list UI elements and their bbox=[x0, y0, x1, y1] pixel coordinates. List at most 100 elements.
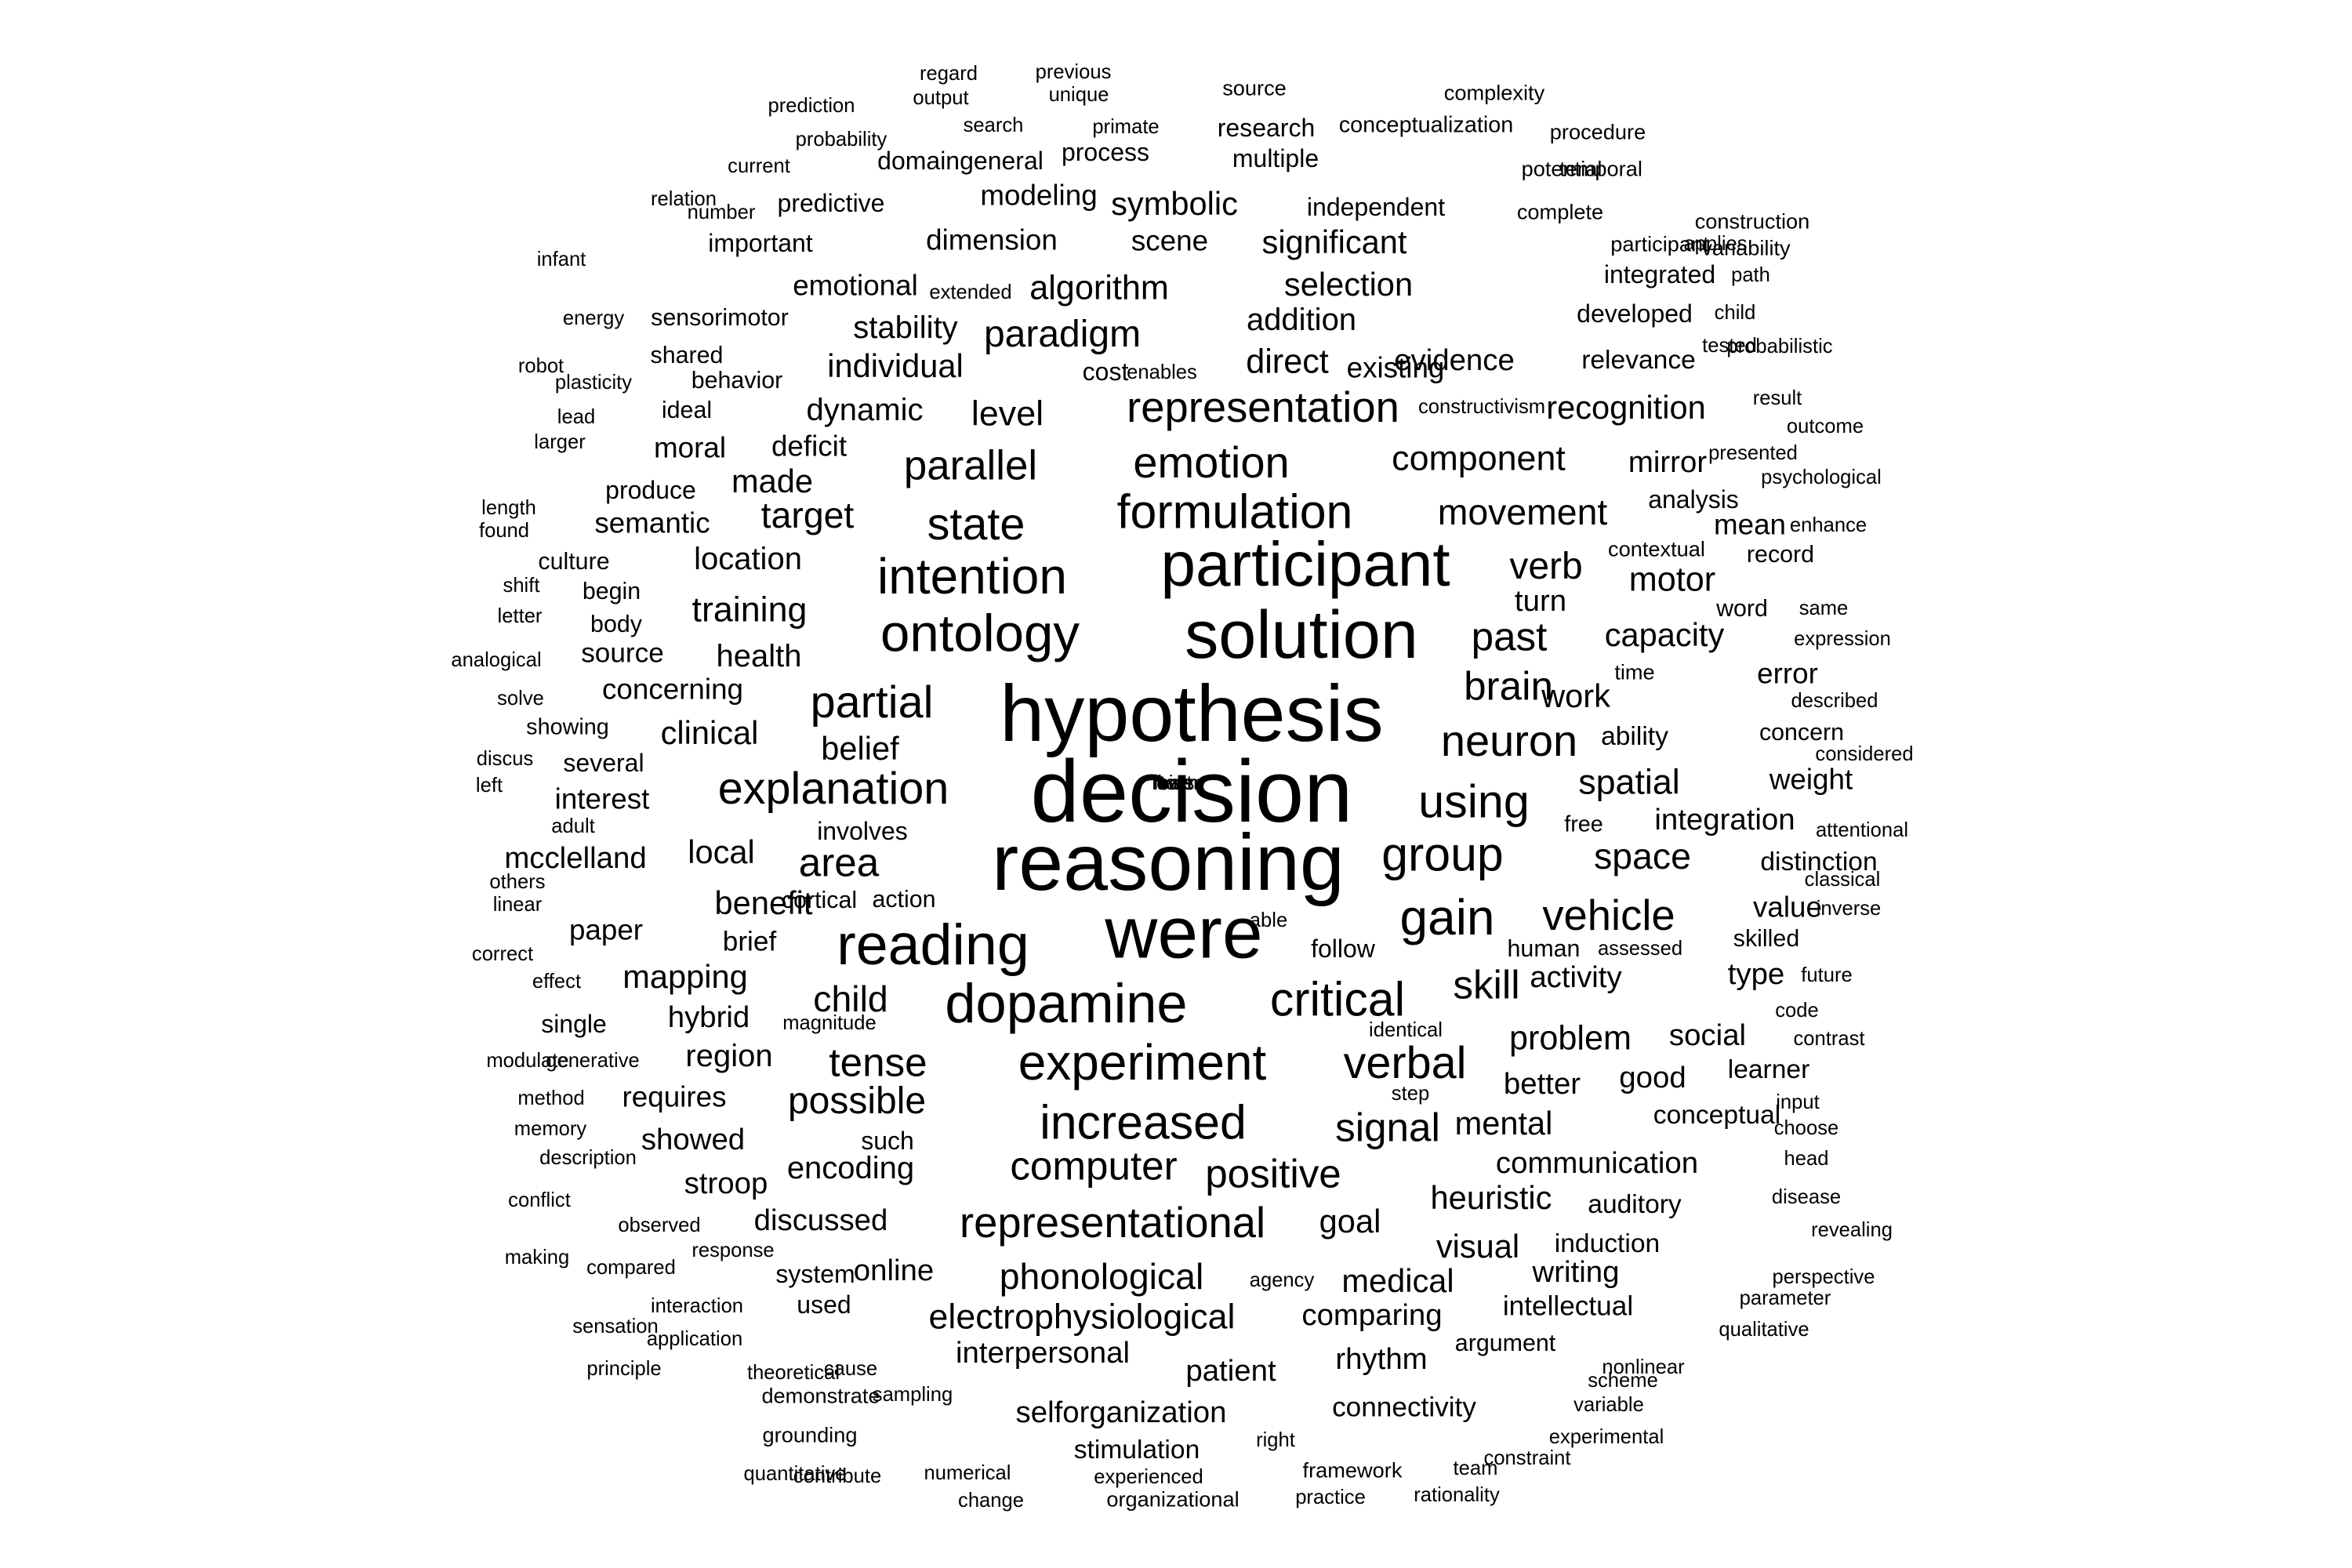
word-body: body bbox=[590, 610, 642, 637]
word-moral: moral bbox=[653, 431, 727, 464]
word-important: important bbox=[708, 229, 813, 257]
word-comparing: comparing bbox=[1301, 1298, 1443, 1332]
word-vehicle: vehicle bbox=[1542, 891, 1675, 939]
word-lead: lead bbox=[557, 406, 596, 429]
word-turn: turn bbox=[1514, 583, 1567, 618]
word-activity: activity bbox=[1530, 960, 1622, 994]
word-problem: problem bbox=[1508, 1019, 1632, 1058]
word-larger: larger bbox=[534, 431, 586, 454]
word-record: record bbox=[1746, 540, 1815, 568]
word-grounding: grounding bbox=[762, 1422, 858, 1447]
word-probabilistic: probabilistic bbox=[1726, 336, 1833, 358]
word-parallel: parallel bbox=[903, 442, 1038, 489]
word-showed: showed bbox=[641, 1122, 746, 1156]
word-rhythm: rhythm bbox=[1335, 1341, 1428, 1376]
word-follow: follow bbox=[1311, 935, 1375, 963]
word-algorithm: algorithm bbox=[1029, 269, 1169, 307]
word-reading: reading bbox=[837, 912, 1029, 978]
word-visual: visual bbox=[1436, 1228, 1520, 1265]
word-code: code bbox=[1775, 1000, 1819, 1022]
word-mapping: mapping bbox=[622, 958, 748, 996]
word-integration: integration bbox=[1654, 802, 1795, 837]
word-cost: cost bbox=[1082, 358, 1129, 386]
word-relevance: relevance bbox=[1581, 346, 1696, 376]
word-analysis: analysis bbox=[1648, 485, 1739, 514]
word-numerical: numerical bbox=[924, 1462, 1011, 1485]
word-constructivism: constructivism bbox=[1417, 396, 1546, 419]
word-positive: positive bbox=[1205, 1151, 1341, 1196]
word-discussed: discussed bbox=[753, 1203, 888, 1237]
word-partial: partial bbox=[810, 677, 934, 728]
word-qualitative: qualitative bbox=[1719, 1319, 1809, 1341]
word-revealing: revealing bbox=[1811, 1219, 1893, 1242]
word-emotion: emotion bbox=[1133, 437, 1290, 487]
word-belief: belief bbox=[821, 730, 899, 768]
word-step: step bbox=[1391, 1083, 1430, 1105]
word-plasticity: plasticity bbox=[554, 372, 633, 394]
word-solution: solution bbox=[1185, 597, 1418, 673]
word-length: length bbox=[481, 497, 536, 520]
word-scene: scene bbox=[1131, 224, 1209, 257]
word-child2: child bbox=[1714, 302, 1756, 325]
word-target: target bbox=[760, 494, 855, 535]
word-hybrid: hybrid bbox=[667, 1000, 750, 1034]
word-motor: motor bbox=[1628, 561, 1716, 599]
word-same: same bbox=[1798, 597, 1849, 620]
word-theoretical: theoretical bbox=[746, 1362, 840, 1385]
word-free: free bbox=[1564, 811, 1603, 837]
word-temporal: temporal bbox=[1559, 156, 1642, 181]
word-mirror: mirror bbox=[1628, 445, 1708, 479]
word-experiment: experiment bbox=[1018, 1034, 1267, 1091]
word-movement: movement bbox=[1437, 491, 1608, 532]
word-infant: infant bbox=[536, 249, 586, 271]
word-increased: increased bbox=[1040, 1095, 1247, 1149]
word-process: process bbox=[1061, 138, 1150, 166]
word-gain: gain bbox=[1399, 889, 1495, 946]
word-primate: primate bbox=[1092, 116, 1160, 139]
word-reasoning: reasoning bbox=[992, 816, 1345, 907]
word-addition: addition bbox=[1246, 303, 1357, 337]
word-significant: significant bbox=[1261, 223, 1407, 261]
word-input: input bbox=[1776, 1091, 1820, 1114]
word-framework: framework bbox=[1302, 1457, 1403, 1483]
word-contrast: contrast bbox=[1793, 1028, 1865, 1051]
word-method: method bbox=[517, 1087, 585, 1110]
word-analogical: analogical bbox=[451, 649, 542, 672]
word-variability: variability bbox=[1701, 235, 1791, 260]
word-potential: potential bbox=[1521, 156, 1602, 181]
word-possible: possible bbox=[787, 1080, 927, 1122]
word-generative: generative bbox=[546, 1050, 640, 1073]
word-sensation: sensation bbox=[572, 1316, 659, 1338]
word-organizational: organizational bbox=[1106, 1486, 1240, 1512]
word-health: health bbox=[716, 639, 802, 673]
word-dynamic: dynamic bbox=[806, 393, 924, 427]
word-paper: paper bbox=[568, 913, 644, 946]
word-past: past bbox=[1471, 614, 1548, 659]
word-evidence: evidence bbox=[1394, 343, 1515, 377]
word-individual: individual bbox=[827, 347, 964, 385]
word-lower: lower bbox=[1152, 772, 1200, 795]
word-showing: showing bbox=[526, 714, 609, 740]
word-description: description bbox=[539, 1147, 637, 1170]
word-modulate: modulate bbox=[486, 1050, 569, 1073]
word-research: research bbox=[1217, 114, 1316, 142]
word-selection: selection bbox=[1283, 266, 1414, 303]
word-clinical: clinical bbox=[660, 714, 759, 752]
word-sampling: sampling bbox=[872, 1384, 953, 1406]
word-argument: argument bbox=[1454, 1329, 1556, 1356]
word-value: value bbox=[1753, 891, 1822, 924]
word-brain: brain bbox=[1464, 663, 1553, 709]
word-induction: induction bbox=[1554, 1229, 1661, 1259]
word-others: others bbox=[489, 871, 546, 894]
word-nonlinear: nonlinear bbox=[1602, 1356, 1685, 1379]
word-discus: discus bbox=[476, 748, 534, 771]
word-brief: brief bbox=[722, 926, 777, 957]
word-selforganization: selforganization bbox=[1015, 1395, 1227, 1429]
word-cortical: cortical bbox=[781, 886, 858, 913]
word-observed: observed bbox=[618, 1214, 701, 1237]
word-complexity: complexity bbox=[1443, 80, 1545, 105]
word-integrated: integrated bbox=[1603, 260, 1716, 289]
word-several: several bbox=[563, 749, 644, 777]
word-medical: medical bbox=[1341, 1262, 1454, 1300]
word-application: application bbox=[646, 1328, 743, 1351]
